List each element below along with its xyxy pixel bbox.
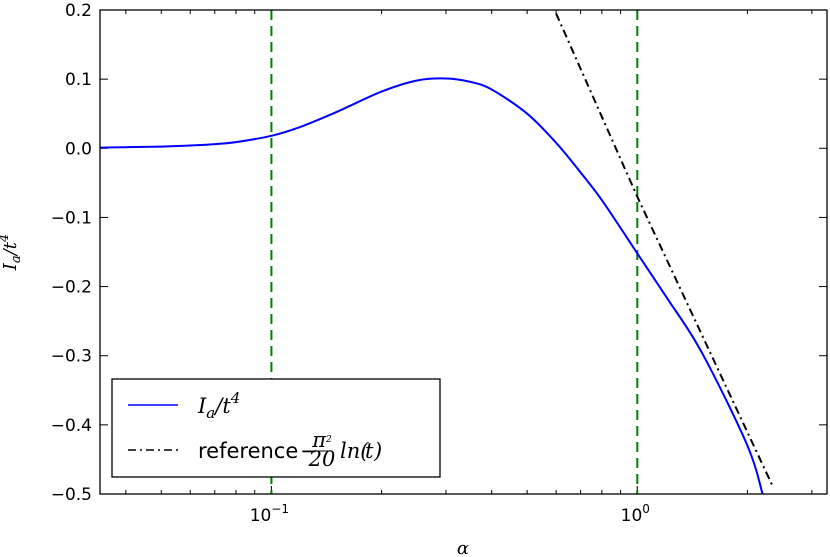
ticks-layer: 0.2 0.1 0.0 −0.1 −0.2 −0.3 −0.4 −0.5 10−1 100	[51, 1, 827, 526]
series-line-reference	[555, 13, 775, 488]
series-layer	[100, 13, 775, 494]
svg-text:20: 20	[308, 447, 336, 471]
y-tick-label: −0.2	[51, 278, 92, 298]
legend: Ia/t4 reference − π2 20 ln( t )	[111, 378, 441, 478]
y-tick-label: 0.0	[65, 139, 92, 159]
x-axis-label: α	[457, 538, 469, 557]
plot-frame	[99, 9, 828, 495]
y-tick-label: −0.3	[51, 347, 92, 367]
svg-text:t: t	[365, 439, 374, 463]
x-tick-label: 10−1	[250, 502, 289, 526]
svg-text:ln(: ln(	[340, 439, 369, 463]
svg-text:−: −	[300, 439, 318, 463]
y-tick-label: 0.2	[65, 1, 92, 21]
legend-box	[111, 378, 441, 478]
y-tick-label: −0.1	[51, 208, 92, 228]
y-tick-label: −0.5	[51, 485, 92, 505]
svg-text:): )	[373, 439, 382, 463]
y-tick-label: −0.4	[51, 416, 92, 436]
y-axis-label: Ia/t4	[0, 234, 24, 271]
y-tick-label: 0.1	[65, 70, 92, 90]
svg-text:reference: reference	[198, 439, 298, 463]
x-tick-label: 100	[621, 502, 650, 526]
series-line-ia	[100, 77, 764, 494]
